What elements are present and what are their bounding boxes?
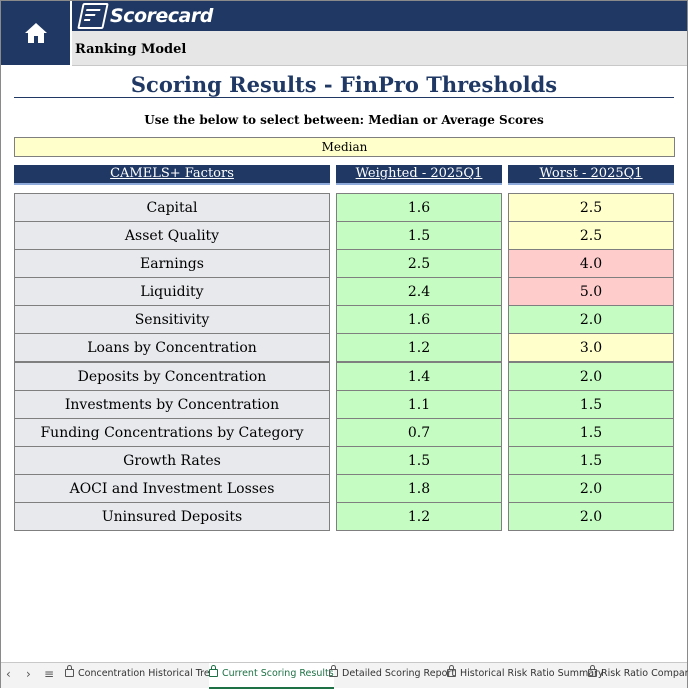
worst-score-cell: 2.0	[508, 473, 674, 503]
sheet-tab-label: Risk Ratio Comparison	[601, 668, 688, 679]
table-row: Growth Rates 1.5 1.5	[14, 445, 674, 475]
factor-cell: Investments by Concentration	[14, 389, 330, 419]
weighted-score-cell: 2.4	[336, 277, 502, 307]
factor-cell: Uninsured Deposits	[14, 502, 330, 532]
lock-icon	[209, 665, 218, 677]
lock-icon	[65, 665, 74, 677]
worst-score-cell: 1.5	[508, 389, 674, 419]
table-row: Capital 1.6 2.5	[14, 193, 674, 222]
sheet-tab[interactable]: Detailed Scoring Report	[329, 663, 455, 687]
instruction-text: Use the below to select between: Median …	[144, 113, 544, 127]
worst-score-cell: 2.5	[508, 193, 674, 222]
table-row: Deposits by Concentration 1.4 2.0	[14, 361, 674, 391]
worst-score-cell: 4.0	[508, 249, 674, 279]
app-header: Scorecard	[72, 1, 687, 31]
lock-icon	[588, 665, 597, 677]
model-subheader: Ranking Model	[72, 31, 687, 66]
logo-text: Scorecard	[110, 5, 213, 27]
home-button[interactable]	[1, 1, 70, 65]
worst-score-cell: 1.5	[508, 445, 674, 475]
sheet-menu-icon[interactable]: ≡	[44, 667, 55, 681]
column-header-factors: CAMELS+ Factors	[14, 165, 330, 185]
tab-scroll-next[interactable]: ›	[26, 667, 31, 681]
table-row: Uninsured Deposits 1.2 2.0	[14, 502, 674, 532]
weighted-score-cell: 1.5	[336, 445, 502, 475]
table-row: Investments by Concentration 1.1 1.5	[14, 389, 674, 419]
worst-score-cell: 3.0	[508, 333, 674, 363]
page-title: Scoring Results - FinPro Thresholds	[130, 72, 558, 97]
worst-score-cell: 1.5	[508, 417, 674, 447]
worst-score-cell: 2.0	[508, 305, 674, 335]
factor-cell: Loans by Concentration	[14, 333, 330, 363]
table-row: Asset Quality 1.5 2.5	[14, 221, 674, 251]
factor-cell: Funding Concentrations by Category	[14, 417, 330, 447]
column-header-weighted: Weighted - 2025Q1	[336, 165, 502, 185]
scoring-table: Capital 1.6 2.5 Asset Quality 1.5 2.5 Earnings…	[14, 193, 674, 532]
weighted-score-cell: 1.8	[336, 473, 502, 503]
sheet-tab[interactable]: Risk Ratio Comparison	[588, 663, 688, 687]
weighted-score-cell: 2.5	[336, 249, 502, 279]
factor-cell: Earnings	[14, 249, 330, 279]
weighted-score-cell: 1.4	[336, 361, 502, 391]
weighted-score-cell: 1.2	[336, 333, 502, 363]
factor-cell: AOCI and Investment Losses	[14, 473, 330, 503]
scorecard-logo: Scorecard	[77, 3, 213, 29]
weighted-score-cell: 0.7	[336, 417, 502, 447]
factor-cell: Capital	[14, 193, 330, 222]
lock-icon	[329, 665, 338, 677]
worst-score-cell: 2.0	[508, 502, 674, 532]
score-type-selector[interactable]: Median	[14, 137, 675, 157]
sheet-tab-label: Detailed Scoring Report	[342, 668, 456, 679]
factor-cell: Sensitivity	[14, 305, 330, 335]
sheet-tab[interactable]: Current Scoring Results	[209, 663, 334, 689]
worst-score-cell: 2.0	[508, 361, 674, 391]
factor-cell: Asset Quality	[14, 221, 330, 251]
lock-icon	[447, 665, 456, 677]
table-row: Sensitivity 1.6 2.0	[14, 305, 674, 335]
column-header-worst: Worst - 2025Q1	[508, 165, 674, 185]
worst-score-cell: 5.0	[508, 277, 674, 307]
weighted-score-cell: 1.1	[336, 389, 502, 419]
table-row: AOCI and Investment Losses 1.8 2.0	[14, 473, 674, 503]
title-underline	[14, 97, 674, 98]
factor-cell: Growth Rates	[14, 445, 330, 475]
model-name: Ranking Model	[75, 42, 187, 57]
weighted-score-cell: 1.6	[336, 305, 502, 335]
sheet-tab-bar: ‹ › ≡ Concentration Historical Trend Curr…	[1, 662, 688, 689]
sheet-tab-label: Concentration Historical Trend	[78, 668, 222, 679]
factor-cell: Deposits by Concentration	[14, 361, 330, 391]
sheet-tab-label: Historical Risk Ratio Summary	[460, 668, 604, 679]
home-icon	[24, 23, 47, 43]
sheet-tab-label: Current Scoring Results	[222, 668, 334, 679]
tab-scroll-prev[interactable]: ‹	[6, 667, 11, 681]
sheet-tab[interactable]: Historical Risk Ratio Summary	[447, 663, 604, 687]
scorecard-logo-icon	[77, 3, 109, 29]
weighted-score-cell: 1.6	[336, 193, 502, 222]
weighted-score-cell: 1.2	[336, 502, 502, 532]
table-row: Liquidity 2.4 5.0	[14, 277, 674, 307]
table-row: Funding Concentrations by Category 0.7 1.5	[14, 417, 674, 447]
weighted-score-cell: 1.5	[336, 221, 502, 251]
table-row: Loans by Concentration 1.2 3.0	[14, 333, 674, 363]
factor-cell: Liquidity	[14, 277, 330, 307]
worst-score-cell: 2.5	[508, 221, 674, 251]
table-row: Earnings 2.5 4.0	[14, 249, 674, 279]
sheet-tab[interactable]: Concentration Historical Trend	[65, 663, 222, 687]
